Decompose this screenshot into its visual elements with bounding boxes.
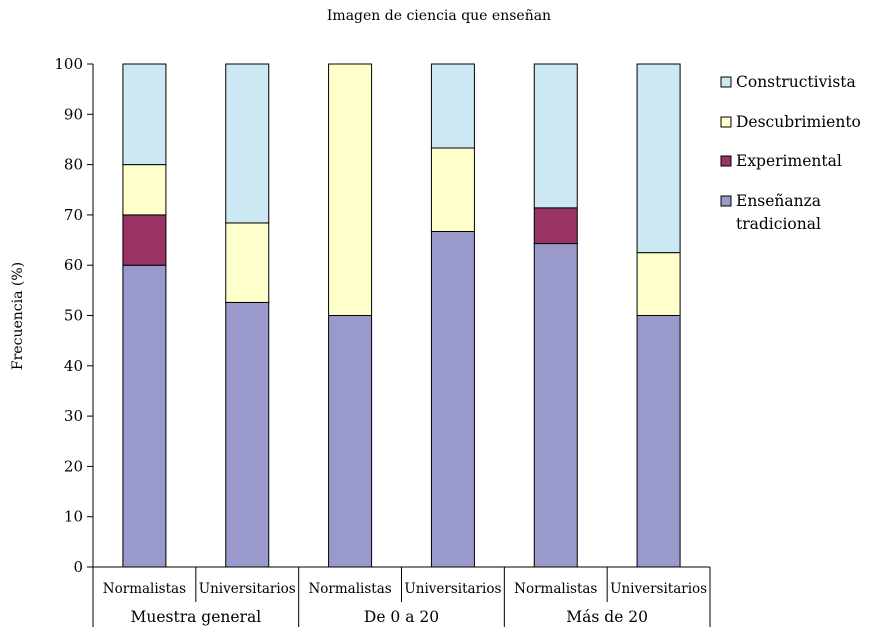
bar-segment bbox=[225, 222, 270, 303]
x-group-label: Muestra general bbox=[131, 608, 262, 626]
bar-segment bbox=[122, 164, 167, 216]
legend-swatch bbox=[720, 116, 732, 128]
bar-segment bbox=[328, 315, 373, 568]
y-tick-label: 50 bbox=[64, 307, 83, 325]
bars bbox=[122, 63, 681, 568]
y-tick-label: 60 bbox=[64, 256, 83, 274]
legend-label: Constructivista bbox=[736, 73, 856, 91]
legend-label: Experimental bbox=[736, 152, 842, 170]
x-category-label: Normalistas bbox=[103, 581, 186, 597]
axes: 0 10 20 30 40 50 60 70 80 90 100 bbox=[54, 55, 711, 627]
x-category-label: Normalistas bbox=[308, 581, 391, 597]
y-tick-label: 90 bbox=[64, 105, 83, 123]
y-tick-label: 20 bbox=[64, 457, 83, 475]
bar-segment bbox=[122, 63, 167, 166]
bar-segment bbox=[636, 315, 681, 568]
bar-segment bbox=[225, 63, 270, 224]
y-tick-label: 30 bbox=[64, 407, 83, 425]
bar-segment bbox=[636, 252, 681, 316]
legend-label: Enseñanza bbox=[736, 192, 821, 210]
y-tick-label: 80 bbox=[64, 156, 83, 174]
bar-segment bbox=[636, 63, 681, 254]
bar-segment bbox=[328, 63, 373, 316]
x-category-label: Universitarios bbox=[199, 581, 296, 597]
x-axis-labels: Normalistas Universitarios Normalistas Univ… bbox=[103, 581, 707, 626]
legend-swatch bbox=[720, 155, 732, 167]
legend-label: Descubrimiento bbox=[736, 113, 861, 131]
bar-segment bbox=[225, 301, 270, 568]
bar-segment bbox=[533, 243, 578, 568]
x-category-label: Universitarios bbox=[404, 581, 501, 597]
bar-segment bbox=[122, 214, 167, 266]
y-tick-label: 0 bbox=[73, 558, 83, 576]
legend: Constructivista Descubrimiento Experimenta… bbox=[720, 73, 861, 233]
x-category-label: Normalistas bbox=[514, 581, 597, 597]
bar-segment bbox=[533, 63, 578, 209]
bar-segment bbox=[430, 230, 475, 568]
bar-segment bbox=[122, 264, 167, 568]
legend-swatch bbox=[720, 195, 732, 207]
y-tick-label: 70 bbox=[64, 206, 83, 224]
y-tick-label: 40 bbox=[64, 357, 83, 375]
bar-segment bbox=[430, 63, 475, 149]
x-category-label: Universitarios bbox=[610, 581, 707, 597]
x-group-label: De 0 a 20 bbox=[364, 608, 439, 626]
y-tick-label: 100 bbox=[54, 55, 83, 73]
legend-label: tradicional bbox=[736, 215, 821, 233]
legend-swatch bbox=[720, 76, 732, 88]
bar-segment bbox=[533, 207, 578, 245]
y-tick-label: 10 bbox=[64, 508, 83, 526]
x-group-label: Más de 20 bbox=[566, 608, 648, 626]
y-axis-label: Frecuencia (%) bbox=[10, 262, 26, 370]
chart-title: Imagen de ciencia que enseñan bbox=[327, 8, 551, 24]
bar-segment bbox=[430, 147, 475, 232]
